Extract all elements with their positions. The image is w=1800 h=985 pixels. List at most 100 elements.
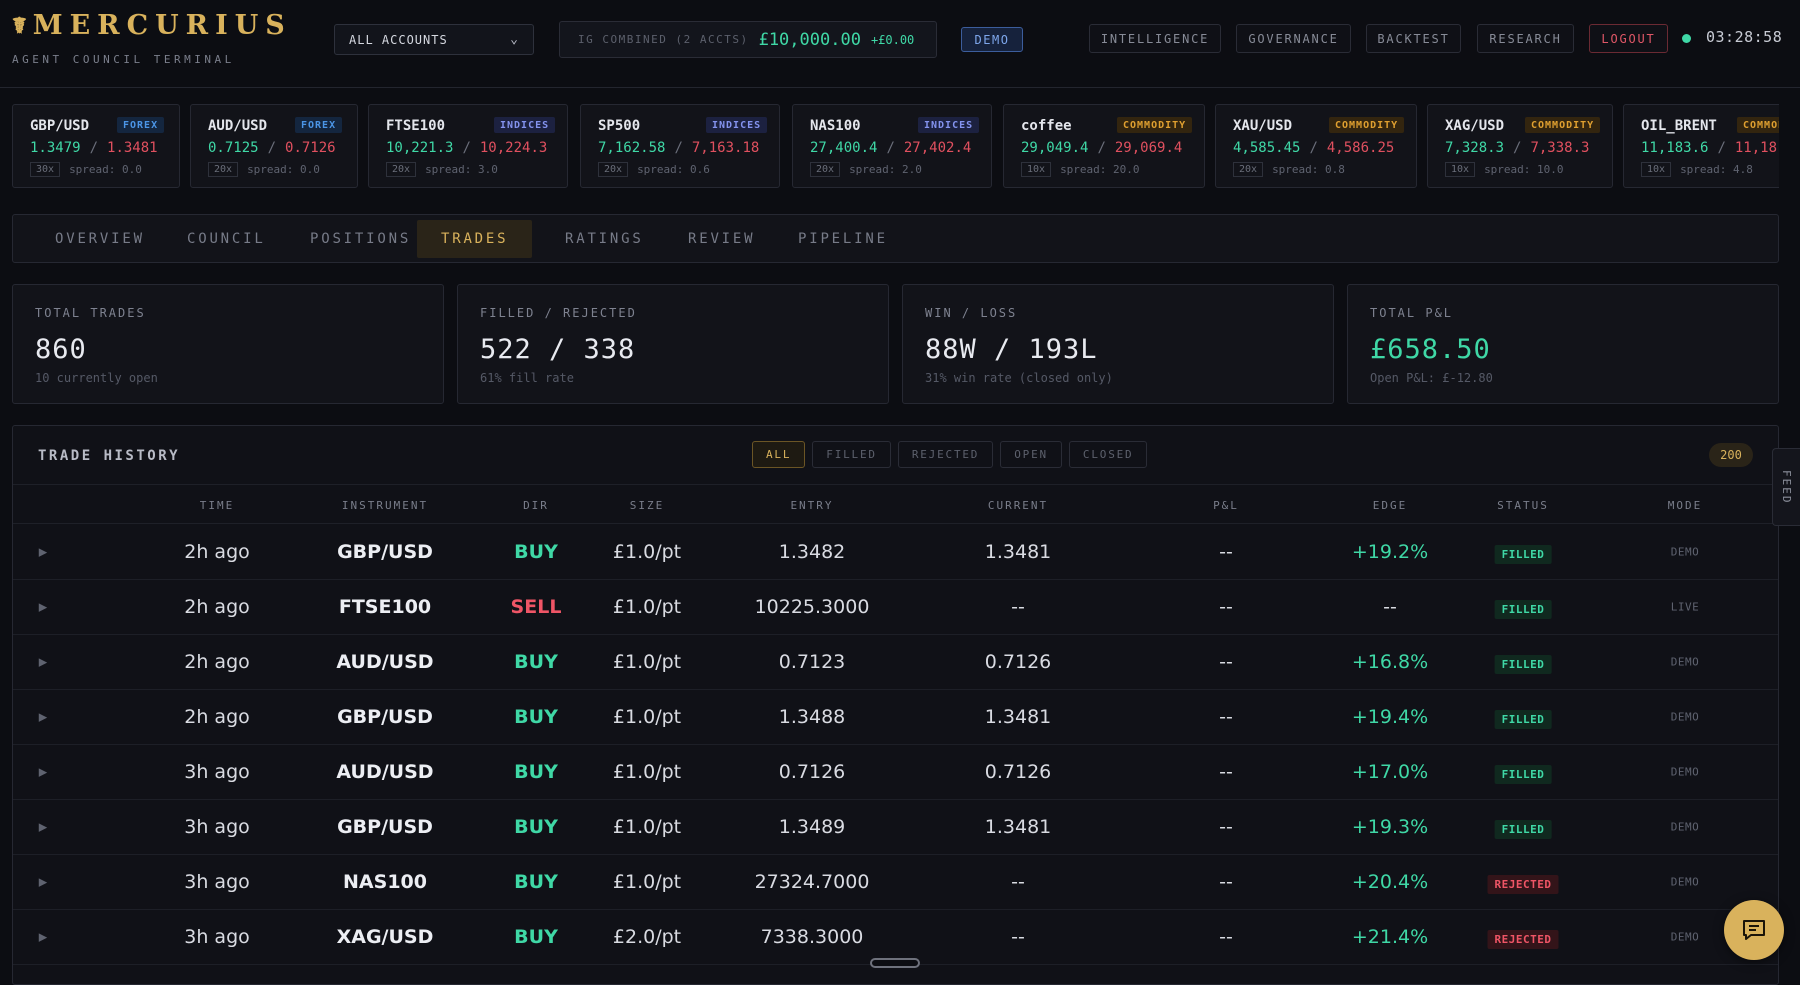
cell-mode: DEMO xyxy=(1670,875,1700,889)
ticker-card[interactable]: NAS100 INDICES 27,400.4/27,402.4 20x spre… xyxy=(792,104,992,188)
filter-rejected[interactable]: REJECTED xyxy=(897,441,994,468)
table-row[interactable]: ▶ 3h ago XAG/USD BUY £2.0/pt 7338.3000 -- -- +21… xyxy=(13,910,1778,965)
combined-label: IG COMBINED (2 ACCTS) xyxy=(578,33,749,46)
column-header[interactable]: MODE xyxy=(1667,499,1703,512)
ticker-bid: 4,585.45 xyxy=(1233,140,1301,156)
cell-mode: DEMO xyxy=(1670,820,1700,834)
column-header[interactable]: STATUS xyxy=(1497,499,1549,512)
cell-entry: 1.3482 xyxy=(778,541,846,563)
ticker-card[interactable]: XAU/USD COMMODITY 4,585.45/4,586.25 20x s… xyxy=(1215,104,1417,188)
scroll-handle[interactable] xyxy=(870,958,920,968)
table-row[interactable]: ▶ 2h ago AUD/USD BUY £1.0/pt 0.7123 0.7126 -- +1… xyxy=(13,635,1778,690)
chevron-right-icon[interactable]: ▶ xyxy=(38,875,48,889)
cell-status: FILLED xyxy=(1494,596,1552,619)
ticker-leverage: 10x xyxy=(1641,162,1672,177)
cell-entry: 1.3489 xyxy=(778,816,846,838)
chat-button[interactable] xyxy=(1724,900,1784,960)
cell-current: -- xyxy=(1011,926,1025,948)
demo-mode-badge[interactable]: DEMO xyxy=(961,27,1023,52)
ticker-card[interactable]: AUD/USD FOREX 0.7125/0.7126 20x spread: 0… xyxy=(190,104,358,188)
trade-count-badge: 200 xyxy=(1709,443,1753,467)
ticker-footer: 10x spread: 10.0 xyxy=(1445,162,1564,177)
column-header[interactable]: ENTRY xyxy=(790,499,834,512)
research-button[interactable]: RESEARCH xyxy=(1477,24,1574,53)
ticker-category: COMMODITY xyxy=(1329,117,1405,133)
ticker-name: GBP/USD xyxy=(30,118,90,134)
governance-button[interactable]: GOVERNANCE xyxy=(1236,24,1351,53)
ticker-bid: 7,328.3 xyxy=(1445,140,1505,156)
table-row[interactable]: ▶ 2h ago GBP/USD BUY £1.0/pt 1.3488 1.3481 -- +1… xyxy=(13,690,1778,745)
cell-entry: 1.3488 xyxy=(778,706,846,728)
column-header[interactable]: INSTRUMENT xyxy=(341,499,429,512)
feed-panel-toggle[interactable]: FEED xyxy=(1772,448,1800,526)
ticker-card[interactable]: coffee COMMODITY 29,049.4/29,069.4 10x sp… xyxy=(1003,104,1205,188)
account-select[interactable]: ALL ACCOUNTS ⌄ xyxy=(334,24,534,55)
chevron-right-icon[interactable]: ▶ xyxy=(38,765,48,779)
filter-all[interactable]: ALL xyxy=(752,441,806,468)
cell-pnl: -- xyxy=(1219,706,1233,728)
ticker-bid: 0.7125 xyxy=(208,140,259,156)
chevron-right-icon[interactable]: ▶ xyxy=(38,600,48,614)
logout-button[interactable]: LOGOUT xyxy=(1589,24,1668,53)
ticker-ask: 10,224.3 xyxy=(479,140,548,156)
table-row[interactable]: ▶ 3h ago GBP/USD BUY £1.0/pt 1.3489 1.3481 -- +1… xyxy=(13,800,1778,855)
cell-time: 3h ago xyxy=(184,871,250,893)
cell-instrument: FTSE100 xyxy=(338,596,432,618)
cell-mode: DEMO xyxy=(1670,545,1700,559)
cell-pnl: -- xyxy=(1219,761,1233,783)
tab-pipeline[interactable]: PIPELINE xyxy=(798,231,888,247)
panel-title: TRADE HISTORY xyxy=(38,448,181,464)
column-header[interactable]: P&L xyxy=(1213,499,1239,512)
ticker-spread: spread: 0.0 xyxy=(69,163,142,176)
ticker-leverage: 10x xyxy=(1021,162,1052,177)
tab-ratings[interactable]: RATINGS xyxy=(565,231,644,247)
chevron-right-icon[interactable]: ▶ xyxy=(38,545,48,559)
stat-label: WIN / LOSS xyxy=(925,306,1018,320)
ticker-card[interactable]: SP500 INDICES 7,162.58/7,163.18 20x sprea… xyxy=(580,104,780,188)
ticker-card[interactable]: FTSE100 INDICES 10,221.3/10,224.3 20x spr… xyxy=(368,104,568,188)
cell-size: £1.0/pt xyxy=(612,816,682,838)
cell-edge: +21.4% xyxy=(1351,926,1429,948)
column-header[interactable]: DIR xyxy=(523,499,549,512)
ticker-footer: 20x spread: 2.0 xyxy=(810,162,922,177)
ticker-spread: spread: 0.0 xyxy=(247,163,320,176)
filter-closed[interactable]: CLOSED xyxy=(1068,441,1148,468)
ticker-leverage: 20x xyxy=(598,162,629,177)
tab-trades[interactable]: TRADES xyxy=(417,220,533,258)
ticker-footer: 10x spread: 4.8 xyxy=(1641,162,1753,177)
tab-positions[interactable]: POSITIONS xyxy=(310,231,412,247)
ticker-name: coffee xyxy=(1021,118,1072,134)
ticker-bid: 7,162.58 xyxy=(598,140,666,156)
intelligence-button[interactable]: INTELLIGENCE xyxy=(1089,24,1221,53)
column-header[interactable]: CURRENT xyxy=(987,499,1049,512)
chevron-right-icon[interactable]: ▶ xyxy=(38,710,48,724)
chevron-right-icon[interactable]: ▶ xyxy=(38,820,48,834)
tab-overview[interactable]: OVERVIEW xyxy=(55,231,145,247)
column-header[interactable]: EDGE xyxy=(1372,499,1408,512)
tab-council[interactable]: COUNCIL xyxy=(187,231,266,247)
table-row[interactable]: ▶ 3h ago NAS100 BUY £1.0/pt 27324.7000 -- -- +20… xyxy=(13,855,1778,910)
column-header[interactable]: SIZE xyxy=(629,499,665,512)
cell-current: 1.3481 xyxy=(984,706,1052,728)
ticker-card[interactable]: XAG/USD COMMODITY 7,328.3/7,338.3 10x spr… xyxy=(1427,104,1613,188)
backtest-button[interactable]: BACKTEST xyxy=(1366,24,1461,53)
column-header[interactable]: TIME xyxy=(199,499,235,512)
cell-time: 2h ago xyxy=(184,596,250,618)
table-row[interactable]: ▶ 3h ago AUD/USD BUY £1.0/pt 0.7126 0.7126 -- +1… xyxy=(13,745,1778,800)
ticker-card[interactable]: OIL_BRENT COMMODITY 11,183.6/11,18 10x sp… xyxy=(1623,104,1779,188)
cell-time: 3h ago xyxy=(184,926,250,948)
cell-mode: DEMO xyxy=(1670,765,1700,779)
app-title: MERCURIUS xyxy=(32,10,292,41)
cell-direction: BUY xyxy=(514,871,558,893)
table-row[interactable]: ▶ 2h ago GBP/USD BUY £1.0/pt 1.3482 1.3481 -- +1… xyxy=(13,525,1778,580)
ticker-card[interactable]: GBP/USD FOREX 1.3479/1.3481 30x spread: 0… xyxy=(12,104,180,188)
table-row[interactable]: ▶ 2h ago FTSE100 SELL £1.0/pt 10225.3000 -- -- -… xyxy=(13,580,1778,635)
ticker-leverage: 20x xyxy=(1233,162,1264,177)
filter-filled[interactable]: FILLED xyxy=(812,441,891,468)
chevron-right-icon[interactable]: ▶ xyxy=(38,930,48,944)
tab-review[interactable]: REVIEW xyxy=(688,231,756,247)
chevron-right-icon[interactable]: ▶ xyxy=(38,655,48,669)
filter-open[interactable]: OPEN xyxy=(1000,441,1062,468)
cell-edge: -- xyxy=(1383,596,1397,618)
ticker-leverage: 30x xyxy=(30,162,61,177)
